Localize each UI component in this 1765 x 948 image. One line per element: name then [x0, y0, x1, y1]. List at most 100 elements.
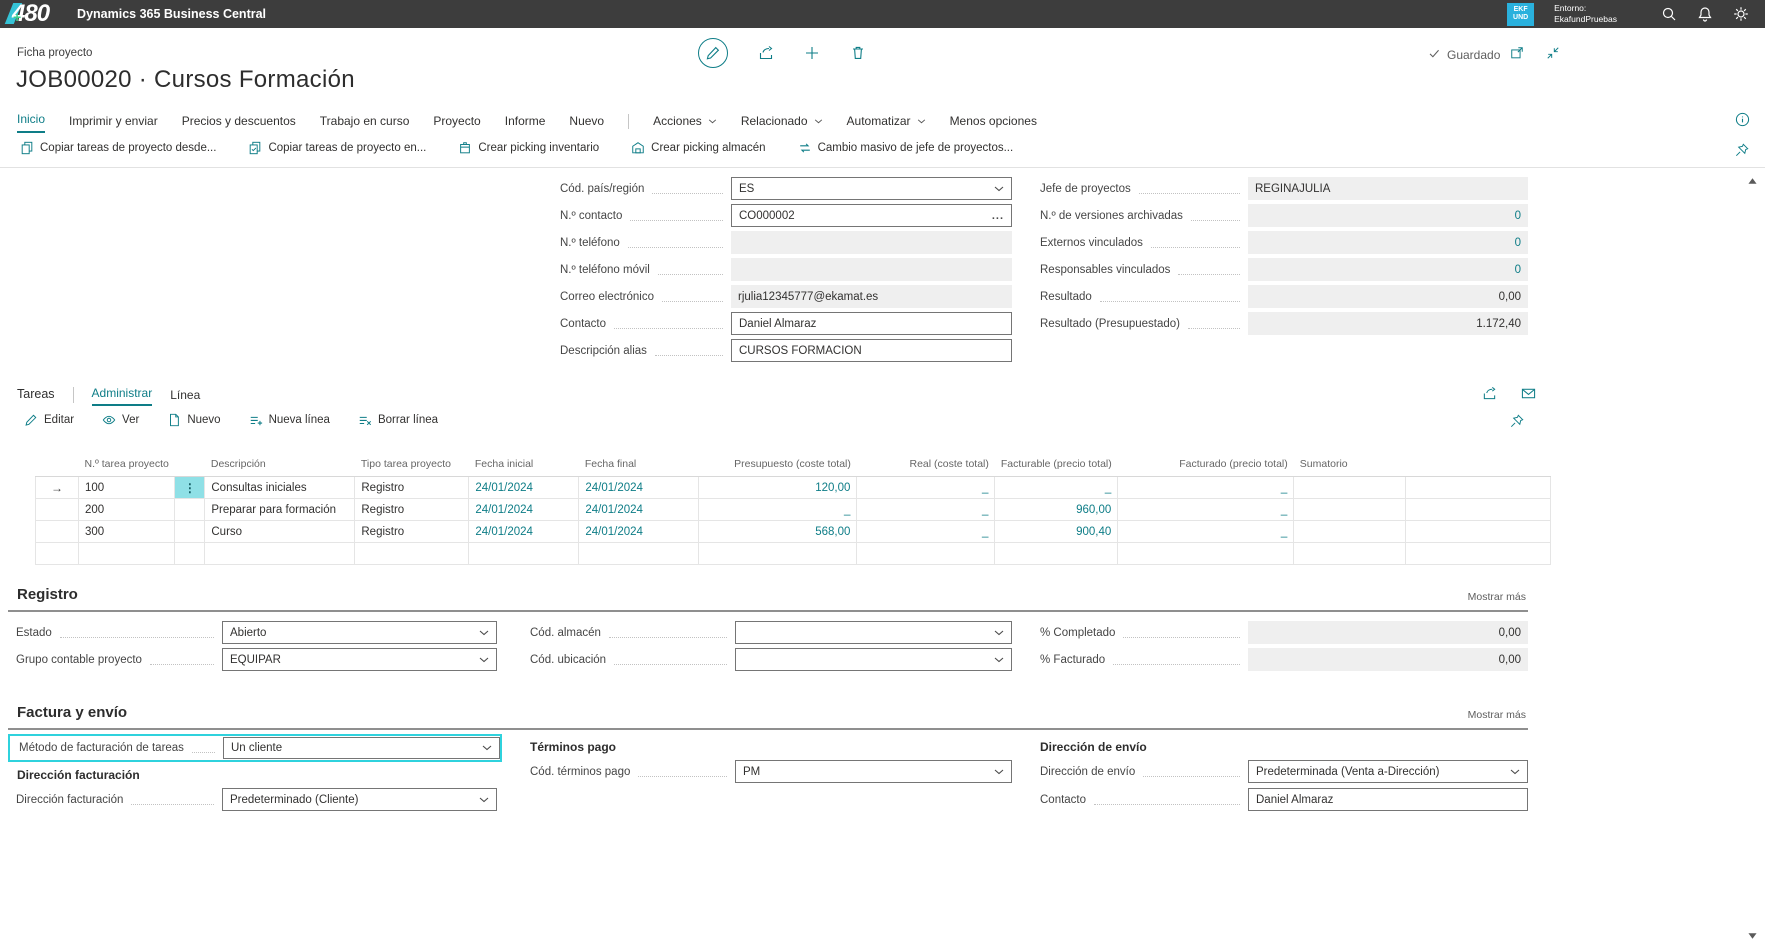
- action-cambio-masivo-jefe[interactable]: Cambio masivo de jefe de proyectos...: [798, 141, 1014, 155]
- col-facturado[interactable]: Facturado (precio total): [1118, 452, 1294, 477]
- cell-facturado[interactable]: _: [1118, 521, 1294, 543]
- jefe-proyectos-field[interactable]: REGINAJULIA: [1248, 177, 1528, 200]
- cell-presupuesto[interactable]: 120,00: [699, 477, 857, 499]
- table-row[interactable]: → 100 ⋮ Consultas iniciales Registro 24/…: [36, 477, 1551, 499]
- externos-vinculados-field[interactable]: 0: [1248, 231, 1528, 254]
- share-icon[interactable]: [758, 45, 774, 61]
- tab-precios-y-descuentos[interactable]: Precios y descuentos: [182, 114, 296, 133]
- action-crear-picking-almacen[interactable]: Crear picking almacén: [631, 141, 765, 155]
- direccion-envio-select[interactable]: Predeterminada (Venta a-Dirección): [1248, 760, 1528, 783]
- menu-menos-opciones[interactable]: Menos opciones: [950, 114, 1037, 133]
- add-icon[interactable]: [804, 45, 820, 61]
- cell-menu-icon[interactable]: ⋮: [175, 477, 205, 499]
- col-fecha-inicial[interactable]: Fecha inicial: [469, 452, 579, 477]
- col-fecha-final[interactable]: Fecha final: [579, 452, 699, 477]
- cell-presupuesto[interactable]: 568,00: [699, 521, 857, 543]
- col-tipo-tarea[interactable]: Tipo tarea proyecto: [355, 452, 469, 477]
- edit-icon[interactable]: [698, 38, 728, 68]
- borrar-linea-button[interactable]: Borrar línea: [358, 413, 438, 427]
- tab-inicio[interactable]: Inicio: [17, 112, 45, 133]
- responsables-vinculados-field[interactable]: 0: [1248, 258, 1528, 281]
- action-copiar-tareas-desde[interactable]: Copiar tareas de proyecto desde...: [20, 141, 216, 155]
- tab-nuevo[interactable]: Nuevo: [569, 114, 604, 133]
- resultado-presupuestado-field[interactable]: 1.172,40: [1248, 312, 1528, 335]
- cell-no[interactable]: 200: [79, 499, 175, 521]
- col-real[interactable]: Real (coste total): [857, 452, 995, 477]
- table-row[interactable]: 300 Curso Registro 24/01/2024 24/01/2024…: [36, 521, 1551, 543]
- cod-almacen-select[interactable]: [735, 621, 1012, 644]
- ver-button[interactable]: Ver: [102, 413, 139, 427]
- cell-facturado[interactable]: _: [1118, 499, 1294, 521]
- cell-real[interactable]: _: [857, 477, 995, 499]
- pin-icon[interactable]: [1510, 414, 1524, 433]
- environment-badge[interactable]: EKF UND: [1507, 3, 1534, 26]
- environment-info[interactable]: Entorno: EkafundPruebas: [1554, 3, 1617, 25]
- cell-sumatorio[interactable]: [1294, 499, 1406, 521]
- nueva-linea-button[interactable]: Nueva línea: [249, 413, 330, 427]
- cell-descripcion[interactable]: Consultas iniciales: [205, 477, 355, 499]
- col-sumatorio[interactable]: Sumatorio: [1294, 452, 1406, 477]
- gear-icon[interactable]: [1733, 6, 1749, 22]
- cell-fecha-inicial[interactable]: 24/01/2024: [469, 499, 579, 521]
- editar-button[interactable]: Editar: [24, 413, 74, 427]
- show-more-link[interactable]: Mostrar más: [1468, 709, 1526, 721]
- cell-no[interactable]: 300: [79, 521, 175, 543]
- no-contacto-input[interactable]: CO000002 ...: [731, 204, 1012, 227]
- delete-icon[interactable]: [850, 45, 866, 61]
- tab-imprimir-y-enviar[interactable]: Imprimir y enviar: [69, 114, 158, 133]
- cell-no[interactable]: 100: [79, 477, 175, 499]
- cell-tipo[interactable]: Registro: [355, 499, 469, 521]
- cell-sumatorio[interactable]: [1294, 521, 1406, 543]
- pin-icon[interactable]: [1735, 143, 1749, 162]
- cell-facturado[interactable]: _: [1118, 477, 1294, 499]
- collapse-icon[interactable]: [1546, 46, 1560, 65]
- no-telefono-field[interactable]: [731, 231, 1012, 254]
- cod-ubicacion-select[interactable]: [735, 648, 1012, 671]
- cell-fecha-final[interactable]: 24/01/2024: [579, 521, 699, 543]
- cod-pais-region-select[interactable]: ES: [731, 177, 1012, 200]
- cell-tipo[interactable]: Registro: [355, 521, 469, 543]
- tab-proyecto[interactable]: Proyecto: [433, 114, 480, 133]
- cell-facturable[interactable]: _: [995, 477, 1118, 499]
- tab-informe[interactable]: Informe: [505, 114, 546, 133]
- menu-relacionado[interactable]: Relacionado: [741, 114, 823, 133]
- resultado-field[interactable]: 0,00: [1248, 285, 1528, 308]
- menu-acciones[interactable]: Acciones: [653, 114, 717, 133]
- lookup-ellipsis-icon[interactable]: ...: [992, 212, 1004, 220]
- open-window-icon[interactable]: [1510, 46, 1524, 65]
- grupo-contable-select[interactable]: EQUIPAR: [222, 648, 497, 671]
- show-more-link[interactable]: Mostrar más: [1468, 591, 1526, 603]
- cell-fecha-final[interactable]: 24/01/2024: [579, 499, 699, 521]
- tareas-tab-linea[interactable]: Línea: [170, 388, 200, 406]
- table-row-empty[interactable]: [36, 543, 1551, 565]
- col-facturable[interactable]: Facturable (precio total): [995, 452, 1118, 477]
- action-crear-picking-inventario[interactable]: Crear picking inventario: [458, 141, 599, 155]
- cell-fecha-inicial[interactable]: 24/01/2024: [469, 477, 579, 499]
- cell-facturable[interactable]: 960,00: [995, 499, 1118, 521]
- tareas-tab-administrar[interactable]: Administrar: [92, 386, 153, 406]
- bell-icon[interactable]: [1697, 6, 1713, 22]
- col-no-tarea[interactable]: N.º tarea proyecto: [79, 452, 175, 477]
- tab-trabajo-en-curso[interactable]: Trabajo en curso: [320, 114, 410, 133]
- scroll-up-icon[interactable]: [1748, 177, 1757, 185]
- cell-fecha-final[interactable]: 24/01/2024: [579, 477, 699, 499]
- cell-real[interactable]: _: [857, 521, 995, 543]
- nuevo-button[interactable]: Nuevo: [167, 413, 220, 427]
- share-icon[interactable]: [1482, 386, 1497, 406]
- cell-descripcion[interactable]: Curso: [205, 521, 355, 543]
- cell-presupuesto[interactable]: _: [699, 499, 857, 521]
- descripcion-alias-input[interactable]: CURSOS FORMACIÓN: [731, 339, 1012, 362]
- versiones-archivadas-field[interactable]: 0: [1248, 204, 1528, 227]
- pct-completado-field[interactable]: 0,00: [1248, 621, 1528, 644]
- contacto-input[interactable]: Daniel Almaraz: [731, 312, 1012, 335]
- info-icon[interactable]: [1735, 112, 1750, 132]
- menu-automatizar[interactable]: Automatizar: [847, 114, 926, 133]
- col-descripcion[interactable]: Descripción: [205, 452, 355, 477]
- mail-icon[interactable]: [1521, 386, 1536, 406]
- contacto-envio-input[interactable]: Daniel Almaraz: [1248, 788, 1528, 811]
- no-telefono-movil-field[interactable]: [731, 258, 1012, 281]
- metodo-facturacion-select[interactable]: Un cliente: [223, 737, 500, 759]
- estado-select[interactable]: Abierto: [222, 621, 497, 644]
- search-icon[interactable]: [1661, 6, 1677, 22]
- direccion-facturacion-select[interactable]: Predeterminado (Cliente): [222, 788, 497, 811]
